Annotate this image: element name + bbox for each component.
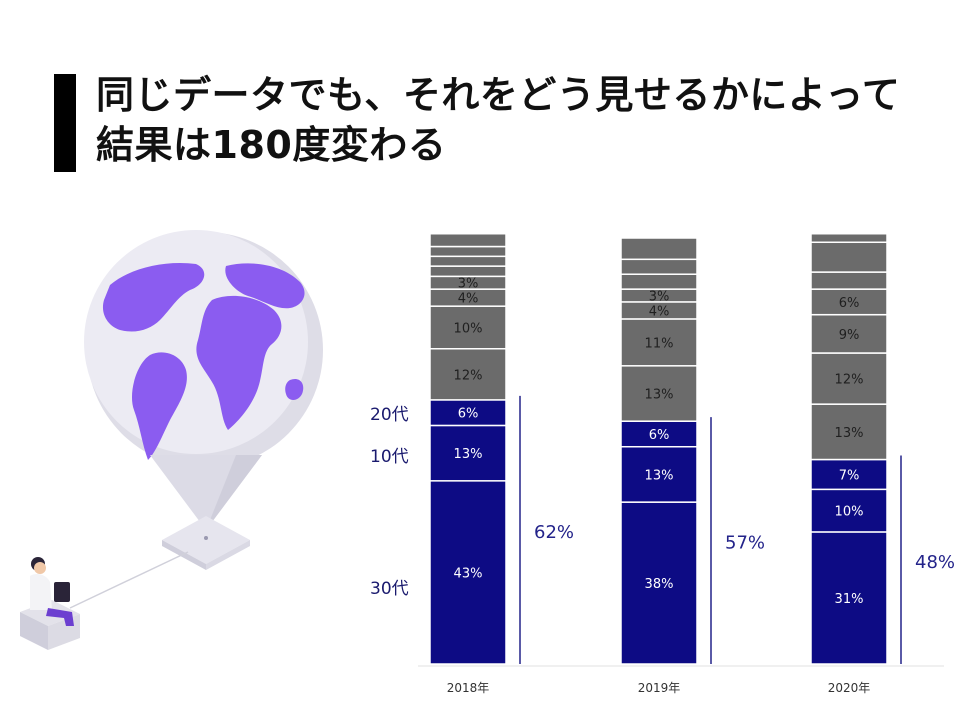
segment-label-2020年-gray-0: 13% [835, 426, 864, 441]
bar-segment-2018年-navy-2 [429, 399, 507, 427]
bar-segment-2020年-gray-6 [810, 232, 888, 244]
total-label-2018年: 62% [534, 522, 574, 543]
side-label-10s: 10代 [370, 447, 409, 467]
slide-title: 同じデータでも、それをどう見せるかによって 結果は180度変わる [96, 70, 900, 170]
bar-segment-2020年-navy-1 [810, 488, 888, 533]
bar-segment-2019年-gray-5 [620, 258, 698, 275]
segment-label-2019年-gray-0: 13% [645, 387, 674, 402]
segment-label-2019年-navy-2: 6% [649, 428, 670, 443]
segment-label-2018年-navy-1: 13% [454, 447, 483, 462]
segment-label-2019年-gray-2: 4% [649, 304, 670, 319]
slide-title-line-2: 結果は180度変わる [96, 123, 447, 167]
x-tick-label-2018年: 2018年 [447, 681, 490, 695]
bar-segment-2019年-gray-1 [620, 318, 698, 367]
bar-segment-2018年-gray-6 [429, 245, 507, 258]
bar-segment-2019年-gray-4 [620, 273, 698, 290]
side-label-20s: 20代 [370, 405, 409, 425]
total-label-2019年: 57% [725, 533, 765, 554]
segment-label-2019年-gray-3: 3% [649, 290, 670, 305]
bar-segment-2020年-gray-0 [810, 403, 888, 461]
bar-segment-2018年-navy-1 [429, 424, 507, 482]
bar-segment-2020年-gray-4 [810, 271, 888, 290]
bar-segment-2018年-gray-4 [429, 265, 507, 278]
segment-label-2019年-gray-1: 11% [645, 336, 674, 351]
segment-label-2020年-navy-1: 10% [835, 505, 864, 520]
bar-segment-2019年-gray-0 [620, 365, 698, 422]
bar-segment-2018年-gray-7 [429, 232, 507, 248]
bar-segment-2019年-navy-0 [620, 501, 698, 665]
segment-label-2020年-gray-1: 12% [835, 373, 864, 388]
globe-illustration [20, 230, 323, 650]
x-tick-label-2020年: 2020年 [828, 681, 871, 695]
side-label-30s: 30代 [370, 579, 409, 599]
segment-label-2019年-navy-0: 38% [645, 577, 674, 592]
bar-segment-2020年-gray-5 [810, 241, 888, 273]
bar-segment-2018年-navy-0 [429, 480, 507, 665]
segment-label-2020年-gray-2: 9% [839, 328, 860, 343]
segment-label-2018年-navy-0: 43% [454, 566, 483, 581]
segment-label-2019年-navy-1: 13% [645, 468, 674, 483]
title-accent-bar [54, 74, 76, 172]
segment-label-2018年-gray-0: 12% [454, 368, 483, 383]
bar-segment-2019年-gray-6 [620, 237, 698, 261]
segment-label-2018年-gray-3: 3% [458, 277, 479, 292]
bar-segment-2018年-gray-1 [429, 305, 507, 350]
bar-segment-2019年-navy-2 [620, 420, 698, 448]
base-platform-icon [162, 516, 250, 570]
bar-segment-2018年-gray-0 [429, 348, 507, 401]
bar-segment-2020年-gray-1 [810, 352, 888, 405]
segment-label-2018年-navy-2: 6% [458, 407, 479, 422]
segment-label-2020年-navy-0: 31% [835, 592, 864, 607]
bar-segment-2018年-gray-5 [429, 255, 507, 267]
x-tick-label-2019年: 2019年 [638, 681, 681, 695]
bar-segment-2020年-gray-2 [810, 313, 888, 354]
globe-icon [84, 230, 323, 530]
bars-layer [429, 232, 888, 665]
segment-label-2020年-gray-3: 6% [839, 296, 860, 311]
person-at-laptop-icon [20, 557, 80, 650]
slide-title-line-1: 同じデータでも、それをどう見せるかによって [96, 73, 901, 117]
connection-line [69, 551, 189, 609]
labels-layer: 43%13%6%12%10%4%3%62%2018年38%13%6%13%11%… [447, 277, 955, 695]
segment-label-2020年-navy-2: 7% [839, 468, 860, 483]
bar-segment-2019年-navy-1 [620, 445, 698, 503]
bar-segment-2020年-navy-0 [810, 531, 888, 665]
segment-label-2018年-gray-2: 4% [458, 292, 479, 307]
segment-label-2018年-gray-1: 10% [454, 321, 483, 336]
total-label-2020年: 48% [915, 552, 955, 573]
